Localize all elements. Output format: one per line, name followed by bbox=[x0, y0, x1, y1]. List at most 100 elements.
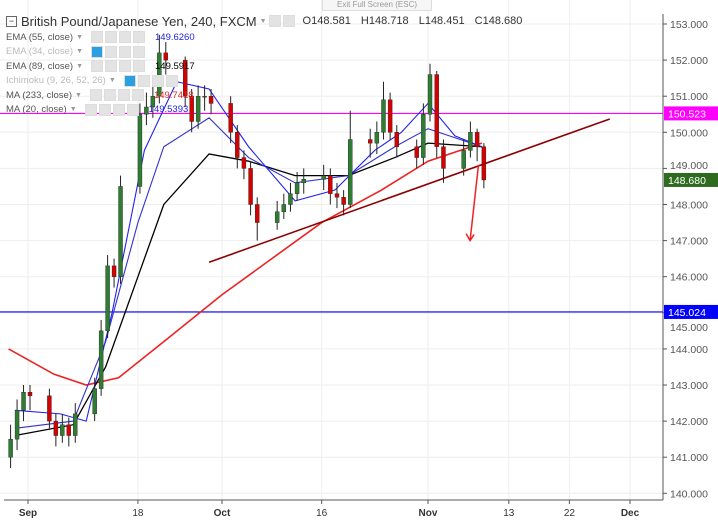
time-tick-label: Nov bbox=[419, 508, 438, 519]
time-tick-label: 22 bbox=[564, 508, 576, 519]
gear-icon[interactable] bbox=[105, 45, 117, 58]
chevron-down-icon[interactable]: ▼ bbox=[108, 77, 116, 85]
gear-icon[interactable] bbox=[103, 89, 116, 102]
candle-body bbox=[150, 95, 156, 108]
candle-body bbox=[98, 330, 104, 389]
gear-icon[interactable] bbox=[98, 103, 111, 116]
price-tick-label: 150.000 bbox=[670, 127, 708, 139]
candle-body bbox=[47, 395, 52, 422]
eye-icon[interactable] bbox=[91, 31, 103, 44]
indicator-label[interactable]: MA (20, close) bbox=[6, 104, 67, 116]
candle-body bbox=[387, 99, 393, 133]
price-tick-label: 144.000 bbox=[670, 344, 708, 356]
candle-body bbox=[474, 132, 480, 147]
chevron-down-icon[interactable]: ▼ bbox=[75, 91, 82, 99]
candle-body bbox=[14, 410, 20, 440]
close-icon[interactable] bbox=[131, 89, 144, 102]
candle-body bbox=[21, 392, 26, 411]
indicator-label[interactable]: Ichimoku (9, 26, 52, 26) bbox=[6, 75, 106, 87]
price-tick-label: 146.000 bbox=[670, 272, 708, 284]
candle-body bbox=[8, 438, 13, 458]
close-icon[interactable] bbox=[133, 31, 145, 44]
collapse-icon[interactable]: − bbox=[6, 15, 17, 27]
gear-icon[interactable] bbox=[282, 15, 295, 27]
gear-icon[interactable] bbox=[105, 60, 117, 73]
horizontal-line-label-bg bbox=[664, 304, 718, 319]
close-icon[interactable] bbox=[165, 74, 178, 87]
candle-body bbox=[381, 99, 386, 133]
candle-body bbox=[441, 146, 446, 169]
plus-icon[interactable] bbox=[151, 74, 164, 87]
time-tick-label: Sep bbox=[19, 508, 37, 519]
candle-body bbox=[208, 95, 214, 104]
candle-body bbox=[328, 175, 333, 194]
exit-fullscreen-button[interactable]: Exit Full Screen (ESC) bbox=[322, 0, 432, 11]
moving-average-line bbox=[14, 117, 483, 429]
plus-icon[interactable] bbox=[119, 60, 131, 73]
candle-body bbox=[157, 52, 162, 97]
plus-icon[interactable] bbox=[117, 89, 130, 102]
candle-body bbox=[414, 146, 419, 158]
candle-body bbox=[288, 193, 293, 205]
candle-body bbox=[394, 132, 399, 147]
eye-icon[interactable] bbox=[89, 89, 102, 102]
candle-body bbox=[274, 211, 280, 223]
chevron-down-icon[interactable]: ▼ bbox=[76, 33, 83, 41]
indicator-row: EMA (89, close) ▼ 149.5917 bbox=[6, 59, 529, 74]
eye-icon[interactable] bbox=[268, 15, 281, 27]
open-value: O148.581 bbox=[302, 15, 351, 27]
eye-icon[interactable] bbox=[84, 103, 97, 116]
close-icon[interactable] bbox=[133, 45, 145, 58]
gear-icon[interactable] bbox=[137, 74, 150, 87]
time-tick-label: 16 bbox=[316, 508, 328, 519]
chevron-down-icon[interactable]: ▼ bbox=[69, 106, 77, 114]
time-tick-label: 18 bbox=[132, 508, 144, 519]
eye-icon[interactable] bbox=[91, 60, 103, 73]
close-icon[interactable] bbox=[133, 60, 145, 73]
candle-body bbox=[202, 95, 207, 98]
indicator-label[interactable]: MA (233, close) bbox=[6, 89, 72, 101]
indicator-label[interactable]: EMA (89, close) bbox=[6, 60, 74, 72]
indicator-row: MA (20, close) ▼ 149.5393 bbox=[6, 103, 529, 118]
price-tick-label: 149.000 bbox=[670, 160, 708, 172]
candle-body bbox=[73, 413, 78, 436]
candle-body bbox=[163, 52, 169, 61]
indicator-label[interactable]: EMA (34, close) bbox=[6, 46, 74, 58]
candle-body bbox=[118, 186, 123, 277]
candle-body bbox=[461, 150, 466, 169]
candle-body bbox=[294, 182, 300, 194]
chevron-down-icon[interactable]: ▼ bbox=[76, 62, 83, 70]
gear-icon[interactable] bbox=[105, 31, 117, 44]
trendline bbox=[208, 118, 611, 264]
close-icon[interactable] bbox=[126, 103, 139, 116]
candle-body bbox=[53, 420, 59, 436]
symbol-row: − British Pound/Japanese Yen, 240, FXCM … bbox=[6, 12, 529, 30]
indicator-value: 149.7418 bbox=[153, 89, 194, 101]
eye-icon[interactable] bbox=[123, 74, 136, 87]
horizontal-line-label: 150.523 bbox=[668, 108, 706, 120]
plus-icon[interactable] bbox=[119, 45, 131, 58]
eye-icon[interactable] bbox=[91, 45, 103, 58]
indicator-row: EMA (55, close) ▼ 149.6260 bbox=[6, 30, 529, 45]
candle-body bbox=[468, 132, 473, 151]
candle-body bbox=[248, 168, 253, 205]
candle-body bbox=[427, 74, 433, 115]
moving-average-line bbox=[8, 142, 483, 386]
plus-icon[interactable] bbox=[119, 31, 131, 44]
indicator-value: 149.6260 bbox=[155, 31, 195, 43]
chevron-down-icon[interactable]: ▼ bbox=[76, 48, 83, 56]
price-tick-label: 142.000 bbox=[670, 416, 708, 428]
candle-body bbox=[341, 197, 346, 205]
symbol-title[interactable]: British Pound/Japanese Yen, 240, FXCM bbox=[21, 13, 257, 29]
price-tick-label: 147.000 bbox=[670, 236, 708, 248]
close-value: C148.680 bbox=[474, 15, 523, 27]
high-value: H148.718 bbox=[360, 15, 409, 27]
plus-icon[interactable] bbox=[112, 103, 125, 116]
time-tick-label: 13 bbox=[503, 508, 515, 519]
ohlc-values: O148.581 H148.718 L148.451 C148.680 bbox=[303, 15, 530, 27]
last-price-label-bg bbox=[664, 172, 718, 187]
chevron-down-icon[interactable]: ▼ bbox=[259, 17, 267, 25]
indicator-label[interactable]: EMA (55, close) bbox=[6, 31, 74, 43]
price-tick-label: 140.000 bbox=[670, 488, 708, 500]
